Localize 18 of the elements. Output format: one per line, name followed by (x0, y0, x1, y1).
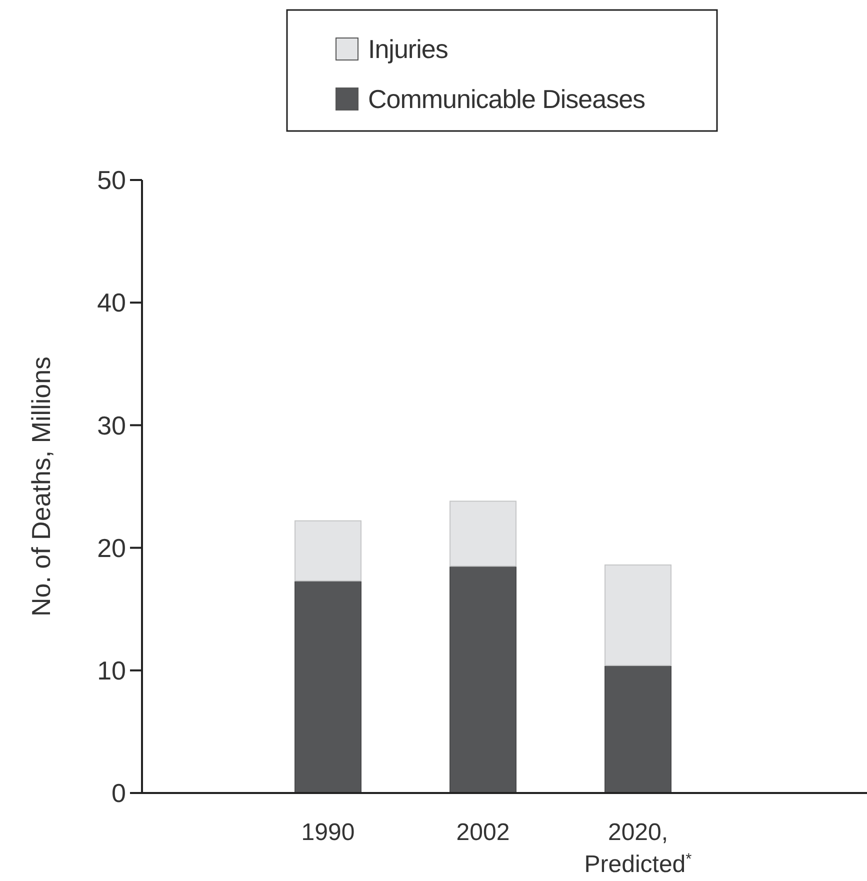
legend-label: Communicable Diseases (368, 84, 646, 114)
bar (294, 580, 362, 794)
legend-label: Injuries (368, 34, 448, 64)
y-tick-label: 0 (112, 778, 126, 808)
y-tick-label: 40 (97, 288, 126, 318)
x-tick-label: 1990 (301, 819, 355, 846)
y-axis-title: No. of Deaths, Millions (26, 356, 56, 617)
y-tick-label: 20 (97, 532, 126, 563)
bar (604, 564, 672, 666)
x-tick-label: 2002 (456, 819, 510, 846)
y-tick-label: 50 (97, 165, 126, 196)
bar (450, 566, 516, 794)
y-tick-label: 10 (97, 656, 126, 686)
bar (294, 520, 362, 582)
bar (450, 500, 516, 567)
x-tick-label: 2020, Predicted$^{*}$ (584, 819, 692, 878)
y-tick-label: 30 (97, 410, 126, 440)
bar (604, 664, 672, 794)
